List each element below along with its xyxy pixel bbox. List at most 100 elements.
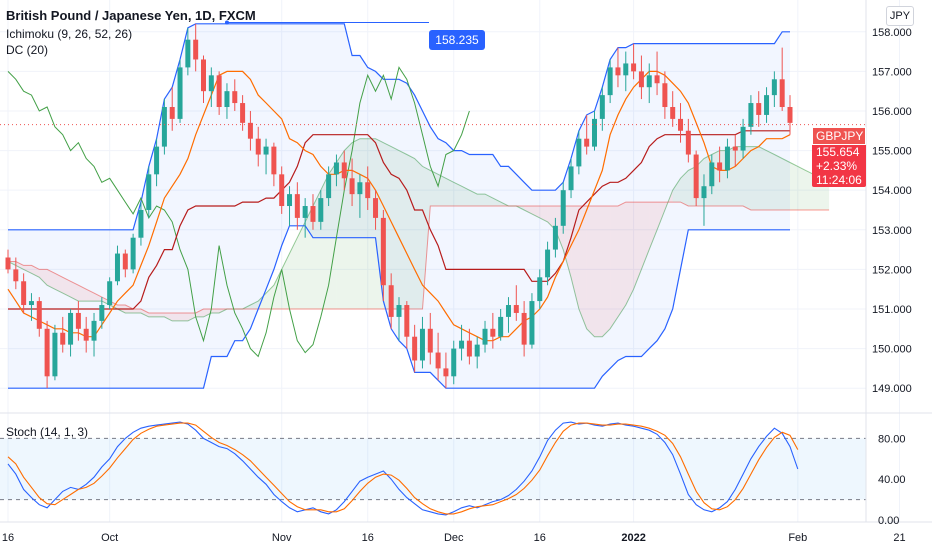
candle-body <box>240 103 246 123</box>
cloud-segment <box>617 202 626 317</box>
stoch-legend[interactable]: Stoch (14, 1, 3) <box>6 425 89 439</box>
candle-body <box>427 328 433 353</box>
candle-body <box>13 269 19 282</box>
price-tick-label: 155.000 <box>872 146 912 158</box>
candle <box>740 118 746 159</box>
candle <box>83 316 89 353</box>
cloud-segment <box>805 170 814 210</box>
candle-body <box>326 174 332 199</box>
candle-body <box>52 332 58 377</box>
candle-body <box>36 301 42 329</box>
candle-body <box>740 126 746 151</box>
candle-body <box>505 305 511 317</box>
currency-button[interactable]: JPY <box>886 6 914 26</box>
candle <box>623 51 629 92</box>
candle <box>287 186 293 226</box>
candle-body <box>646 75 652 88</box>
price-tick-label: 154.000 <box>872 185 912 197</box>
price-tick-label: 152.000 <box>872 264 912 276</box>
candle-body <box>99 305 105 321</box>
candle-body <box>247 122 253 139</box>
candle <box>216 71 222 115</box>
candle-body <box>185 39 191 68</box>
candle <box>310 194 316 230</box>
candle-body <box>701 186 707 199</box>
cloud-segment <box>187 312 196 321</box>
candle-body <box>91 320 97 341</box>
candle-body <box>5 257 11 270</box>
candle-body <box>670 107 676 119</box>
price-change: +2.33% <box>816 159 858 173</box>
candle <box>701 174 707 226</box>
candle-body <box>451 348 457 377</box>
candle-body <box>419 328 425 361</box>
candle-body <box>130 237 136 270</box>
candle <box>404 301 410 349</box>
candle-body <box>459 340 465 349</box>
donchian-upper <box>8 23 790 231</box>
candle <box>318 190 324 230</box>
candle <box>466 328 472 365</box>
high-price-label: 158.235 <box>429 30 485 50</box>
candle <box>576 130 582 175</box>
candle-body <box>271 146 277 175</box>
candle <box>279 166 285 214</box>
candle-body <box>787 107 793 123</box>
cloud-segment <box>578 206 587 329</box>
donchian-legend[interactable]: DC (20) <box>6 43 49 57</box>
cloud-segment <box>305 206 313 309</box>
candle-body <box>599 95 605 119</box>
candle-body <box>576 138 582 167</box>
candle <box>146 166 152 218</box>
cloud-segment <box>406 154 415 309</box>
candle-body <box>44 328 50 377</box>
cloud-segment <box>758 146 767 210</box>
candle <box>36 297 42 337</box>
cloud-segment <box>750 146 759 210</box>
candle <box>654 51 660 96</box>
cloud-segment <box>743 146 751 210</box>
candle <box>154 138 160 187</box>
last-price-tag: GBPJPY 155.654 +2.33% 11:24:06 <box>812 127 866 187</box>
stochastic-pane <box>0 421 866 516</box>
candle <box>271 142 277 187</box>
candle <box>451 340 457 385</box>
grid <box>0 0 900 522</box>
cloud-segment <box>47 269 55 290</box>
candle <box>373 190 379 230</box>
candle-body <box>201 59 206 92</box>
cloud-segment <box>148 312 157 317</box>
cloud-segment <box>539 206 548 222</box>
cloud-segment <box>414 158 423 309</box>
price-tick-label: 151.000 <box>872 304 912 316</box>
cloud-segment <box>86 289 95 302</box>
candle-body <box>631 63 637 72</box>
candle-body <box>83 328 89 341</box>
candle <box>169 87 175 131</box>
candle <box>349 158 355 207</box>
cloud-segment <box>297 221 306 309</box>
cloud-segment <box>438 174 446 207</box>
candle-body <box>748 103 754 127</box>
candle-body <box>154 146 160 175</box>
candle-body <box>75 312 81 329</box>
ichimoku-legend[interactable]: Ichimoku (9, 26, 52, 26) <box>6 27 133 41</box>
candle-body <box>193 39 199 60</box>
candle <box>412 324 418 373</box>
candle <box>68 308 74 357</box>
candle-body <box>764 95 770 115</box>
candle-body <box>138 209 144 238</box>
candle-body <box>279 174 285 207</box>
candle <box>240 95 246 131</box>
candle <box>427 312 433 365</box>
stoch-tick-label: 40.00 <box>878 474 906 486</box>
chikou-span <box>7 66 470 358</box>
candle <box>333 154 339 187</box>
candle <box>28 293 34 321</box>
candle-body <box>771 79 777 96</box>
cloud-segment <box>70 281 79 302</box>
candle <box>326 166 332 207</box>
cloud-segment <box>211 308 220 313</box>
